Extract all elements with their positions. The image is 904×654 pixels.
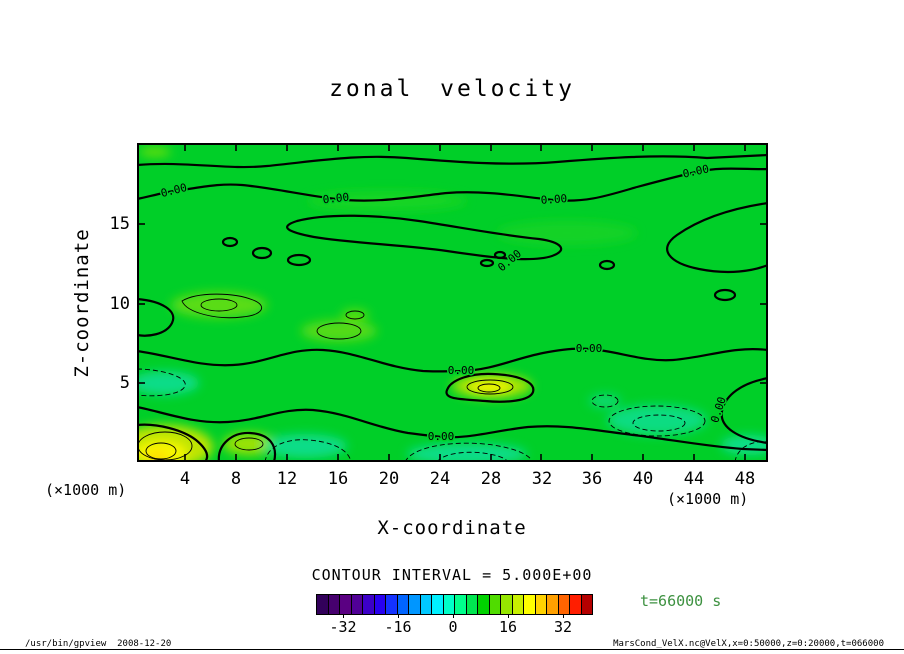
colorbar <box>316 594 593 615</box>
x-tick-label: 32 <box>531 469 553 489</box>
x-tick-label: 40 <box>632 469 654 489</box>
colorbar-segment <box>523 595 535 614</box>
colorbar-tick-label: -16 <box>384 618 412 636</box>
y-tick-label: 5 <box>119 373 130 393</box>
x-tick-label: 20 <box>378 469 400 489</box>
colorbar-segment <box>317 595 328 614</box>
colorbar-tick <box>508 614 509 618</box>
x-tick-label: 16 <box>327 469 349 489</box>
x-tick-label: 28 <box>480 469 502 489</box>
colorbar-segment <box>350 595 362 614</box>
colorbar-segment <box>569 595 581 614</box>
colorbar-segment <box>511 595 523 614</box>
colorbar-tick <box>453 614 454 618</box>
y-tick-label: 15 <box>109 214 130 234</box>
y-tick-label: 10 <box>109 294 130 314</box>
colorbar-segment <box>465 595 477 614</box>
contour-plot: 0.00 0.00 0.00 0.00 0.00 0.00 0.00 0.00 … <box>137 143 768 462</box>
x-tick-label: 4 <box>179 469 191 489</box>
colorbar-segment <box>442 595 454 614</box>
contour-value-label: 0.00 <box>576 342 603 355</box>
colorbar-segment <box>580 595 592 614</box>
zero-contour-lines <box>137 153 768 462</box>
negative-contour-lines <box>137 368 768 462</box>
contour-value-label: 0.00 <box>448 364 475 377</box>
chart-title: zonal velocity <box>329 76 575 102</box>
colorbar-segment <box>373 595 385 614</box>
x-tick-label: 48 <box>734 469 756 489</box>
x-axis-label: X-coordinate <box>377 517 527 539</box>
contour-value-label: 0.00 <box>322 191 350 207</box>
colorbar-tick-label: -32 <box>329 618 357 636</box>
contour-value-label: 0.00 <box>540 192 567 207</box>
colorbar-segment <box>500 595 512 614</box>
colorbar-segment <box>385 595 397 614</box>
colorbar-segment <box>362 595 374 614</box>
x-units-right: (×1000 m) <box>667 490 749 508</box>
x-tick-label: 12 <box>276 469 298 489</box>
colorbar-segment <box>546 595 558 614</box>
footer-divider <box>0 649 904 650</box>
colorbar-segment <box>419 595 431 614</box>
x-tick-label: 36 <box>581 469 603 489</box>
colorbar-segment <box>339 595 351 614</box>
colorbar-tick-label: 0 <box>448 618 458 636</box>
colorbar-segment <box>534 595 546 614</box>
colorbar-segment <box>454 595 466 614</box>
colorbar-tick-label: 16 <box>498 618 518 636</box>
colorbar-tick-label: 32 <box>553 618 573 636</box>
contour-value-label: 0.00 <box>428 430 455 443</box>
x-tick-label: 8 <box>230 469 242 489</box>
colorbar-segment <box>557 595 569 614</box>
colorbar-tick <box>398 614 399 618</box>
x-units-left: (×1000 m) <box>45 481 127 499</box>
x-tick-label: 44 <box>683 469 705 489</box>
colorbar-segment <box>396 595 408 614</box>
footer-file-info: MarsCond_VelX.nc@VelX,x=0:50000,z=0:2000… <box>613 639 884 649</box>
plot-frame <box>137 143 768 462</box>
colorbar-segment <box>488 595 500 614</box>
colorbar-segment <box>431 595 443 614</box>
colorbar-segment <box>408 595 420 614</box>
contour-interval-text: CONTOUR INTERVAL = 5.000E+00 <box>311 566 593 584</box>
colorbar-segment <box>327 595 339 614</box>
colorbar-tick <box>563 614 564 618</box>
footer-program-info: /usr/bin/gpview 2008-12-20 <box>25 639 172 649</box>
time-label: t=66000 s <box>640 592 722 610</box>
x-tick-label: 24 <box>429 469 451 489</box>
y-axis-label: Z-coordinate <box>71 228 93 378</box>
colorbar-tick <box>343 614 344 618</box>
colorbar-segment <box>477 595 489 614</box>
